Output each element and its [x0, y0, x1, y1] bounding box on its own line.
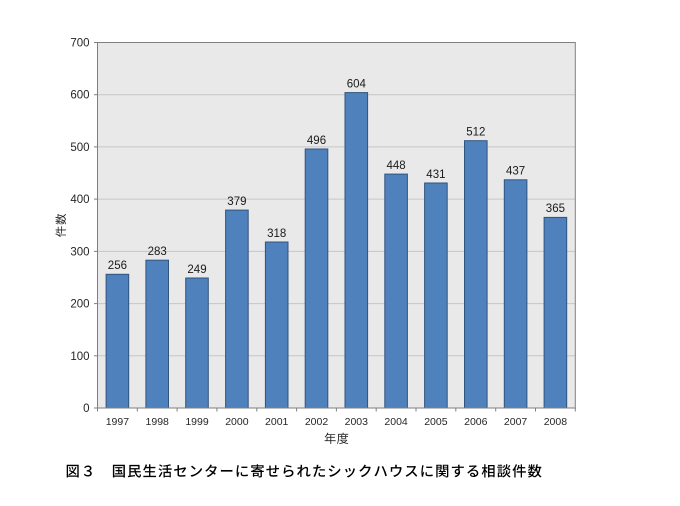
svg-text:2005: 2005 — [424, 416, 448, 428]
svg-text:2002: 2002 — [305, 416, 329, 428]
svg-text:2003: 2003 — [345, 416, 369, 428]
svg-text:2006: 2006 — [464, 416, 488, 428]
svg-text:496: 496 — [307, 135, 326, 147]
svg-text:2000: 2000 — [225, 416, 249, 428]
svg-text:2008: 2008 — [544, 416, 568, 428]
svg-text:100: 100 — [70, 351, 89, 363]
svg-text:256: 256 — [108, 260, 127, 272]
svg-text:604: 604 — [347, 78, 367, 90]
svg-text:200: 200 — [70, 299, 89, 311]
svg-text:400: 400 — [70, 194, 89, 206]
svg-text:365: 365 — [546, 203, 565, 215]
svg-text:1999: 1999 — [185, 416, 209, 428]
svg-text:318: 318 — [267, 228, 286, 240]
svg-text:283: 283 — [148, 246, 167, 258]
svg-text:500: 500 — [70, 142, 89, 154]
svg-text:249: 249 — [187, 264, 206, 276]
svg-text:1998: 1998 — [146, 416, 170, 428]
svg-text:1997: 1997 — [106, 416, 130, 428]
svg-text:0: 0 — [83, 403, 89, 415]
svg-text:437: 437 — [506, 166, 525, 178]
svg-text:2004: 2004 — [384, 416, 408, 428]
svg-text:379: 379 — [227, 196, 246, 208]
svg-text:300: 300 — [70, 246, 89, 258]
svg-text:700: 700 — [70, 38, 89, 50]
svg-text:512: 512 — [466, 127, 485, 139]
svg-text:431: 431 — [426, 169, 445, 181]
svg-text:448: 448 — [387, 160, 406, 172]
svg-text:2001: 2001 — [265, 416, 289, 428]
svg-text:600: 600 — [70, 90, 89, 102]
svg-text:2007: 2007 — [504, 416, 528, 428]
